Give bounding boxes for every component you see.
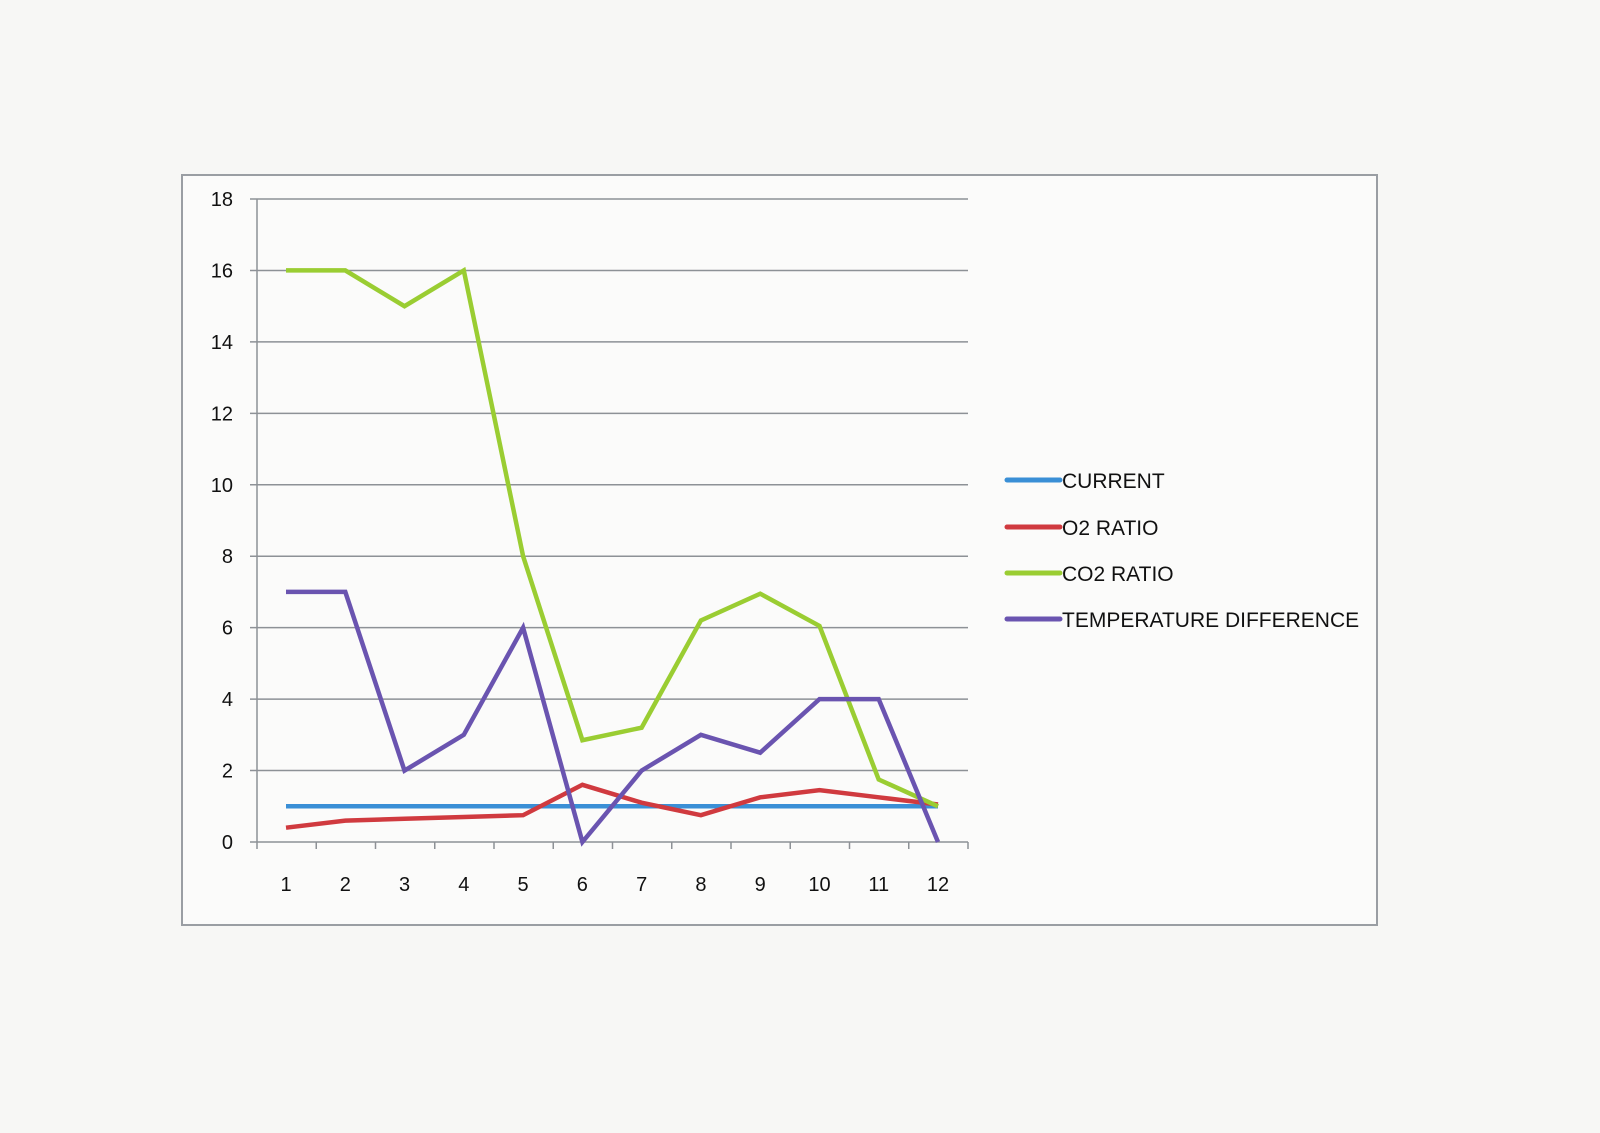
y-tick-label: 16	[211, 260, 233, 282]
x-tick-label: 1	[280, 874, 291, 896]
legend: CURRENT O2 RATIO CO2 RATIO TEMPERATURE DIFF…	[1004, 470, 1359, 632]
series-line-temperature-difference	[286, 589, 941, 847]
chart-frame	[181, 174, 1378, 926]
gridlines	[250, 198, 968, 843]
legend-item: TEMPERATURE DIFFERENCE	[1004, 609, 1359, 632]
x-tick-label: 10	[808, 874, 830, 896]
y-tick-label: 12	[211, 403, 233, 425]
legend-label: O2 RATIO	[1062, 517, 1158, 540]
series-lines	[285, 266, 941, 847]
x-tick-label: 6	[577, 874, 588, 896]
legend-item: CO2 RATIO	[1004, 563, 1174, 586]
legend-item: O2 RATIO	[1004, 517, 1158, 540]
legend-label: CURRENT	[1062, 470, 1165, 493]
legend-item: CURRENT	[1004, 470, 1165, 493]
x-tick-label: 8	[695, 874, 706, 896]
x-tick-label: 11	[868, 874, 889, 896]
x-tick-label: 2	[340, 874, 351, 896]
x-tick-label: 3	[399, 874, 410, 896]
x-tick-label: 12	[927, 874, 949, 896]
x-tick-label: 7	[636, 874, 647, 896]
y-axis: 0 2 4 6 8 10 12 14 16 18	[211, 189, 258, 854]
y-tick-label: 2	[222, 761, 233, 783]
y-tick-label: 18	[211, 189, 233, 211]
y-tick-label: 0	[222, 832, 233, 854]
x-tick-label: 4	[458, 874, 469, 896]
legend-label: TEMPERATURE DIFFERENCE	[1062, 609, 1359, 632]
y-tick-label: 4	[222, 689, 233, 711]
series-line-o2-ratio	[285, 782, 939, 830]
x-tick-label: 5	[518, 874, 529, 896]
series-line-co2-ratio	[286, 266, 939, 809]
y-tick-label: 8	[222, 546, 233, 568]
y-tick-label: 10	[211, 475, 233, 497]
x-tick-label: 9	[755, 874, 766, 896]
y-tick-label: 6	[222, 618, 233, 640]
x-axis: 1 2 3 4 5 6 7 8 9 10 11 12	[256, 842, 969, 896]
y-tick-label: 14	[211, 332, 233, 354]
legend-label: CO2 RATIO	[1062, 563, 1174, 586]
